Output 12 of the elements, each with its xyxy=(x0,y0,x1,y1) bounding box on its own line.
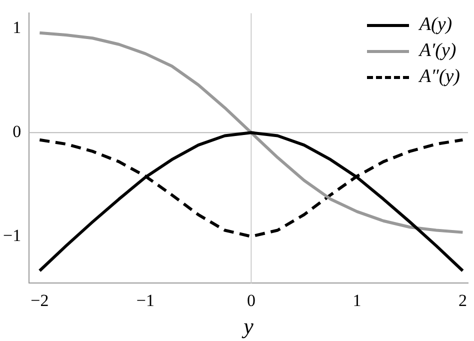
y-tick-label: 1 xyxy=(12,18,22,38)
legend-label: A″(y) xyxy=(419,66,460,88)
y-tick-label: −1 xyxy=(2,226,22,245)
legend-label: A(y) xyxy=(419,14,452,36)
x-tick-label: 0 xyxy=(246,290,256,310)
x-axis-title: y xyxy=(242,314,254,339)
y-tick-label: 0 xyxy=(12,122,22,142)
x-tick-label: 2 xyxy=(458,290,467,310)
legend-label: A′(y) xyxy=(419,40,456,62)
x-tick-label: 1 xyxy=(352,290,362,310)
x-tick-label: −1 xyxy=(136,290,154,310)
x-tick-label: −2 xyxy=(30,290,49,310)
